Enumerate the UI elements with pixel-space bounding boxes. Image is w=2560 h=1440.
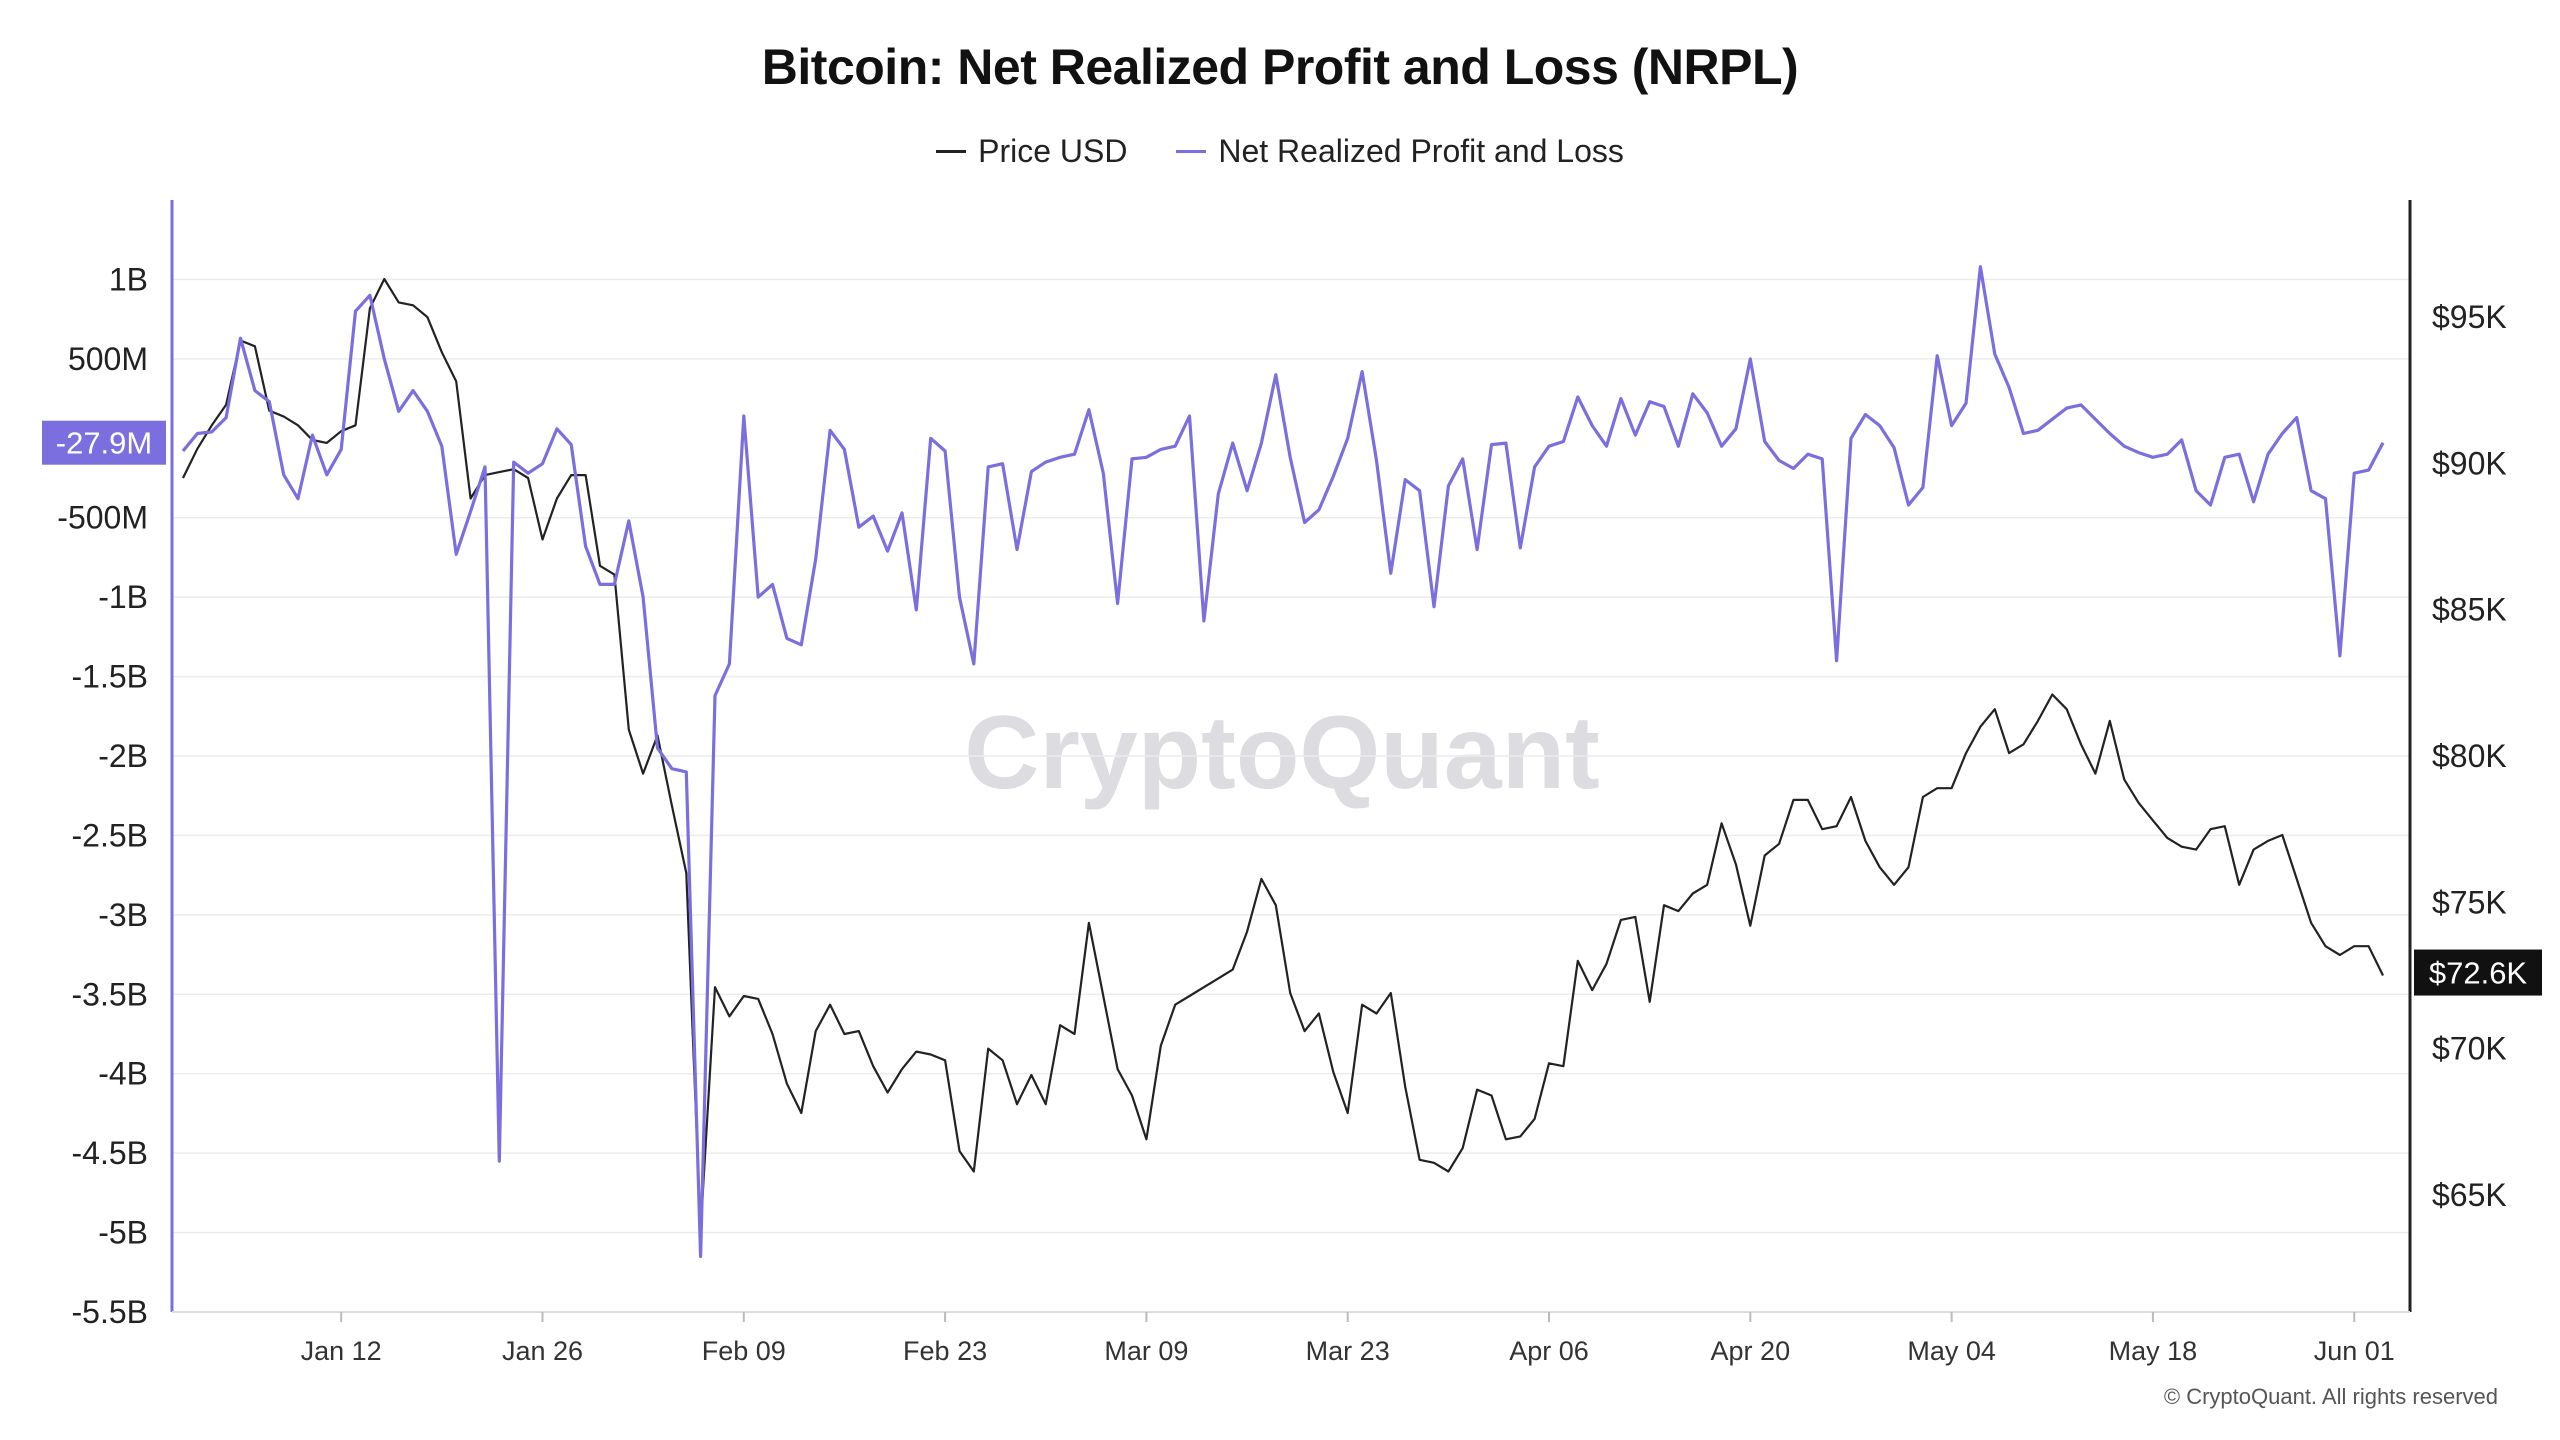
- x-tick-label: May 18: [2109, 1336, 2198, 1366]
- right-tick-label: $95K: [2432, 299, 2507, 335]
- x-tick-label: Feb 09: [702, 1336, 786, 1366]
- right-axis: $95K $90K $85K $80K $75K $70K $65K: [2432, 299, 2507, 1213]
- series-lines: [181, 265, 2385, 1259]
- right-current-label: $72.6K: [2429, 956, 2528, 991]
- legend-item-price[interactable]: Price USD: [936, 133, 1127, 170]
- right-tick-label: $65K: [2432, 1177, 2507, 1213]
- x-tick-label: Mar 23: [1306, 1336, 1390, 1366]
- price-series-line[interactable]: [182, 277, 2384, 1232]
- current-value-badges: -27.9M $72.6K: [42, 420, 2542, 996]
- legend-label-price: Price USD: [978, 133, 1128, 169]
- left-axis: 1B 500M -500M -1B -1.5B -2B -2.5B -3B -3.5B -4B -4…: [57, 261, 148, 1330]
- legend-swatch-price: [936, 150, 967, 153]
- x-tick-label: Jan 26: [502, 1336, 583, 1366]
- copyright: © CryptoQuant. All rights reserved: [2163, 1384, 2498, 1409]
- right-tick-label: $75K: [2432, 884, 2507, 920]
- right-tick-label: $70K: [2432, 1031, 2507, 1067]
- left-tick-label: 500M: [68, 341, 148, 377]
- legend-item-nrpl[interactable]: Net Realized Profit and Loss: [1176, 133, 1624, 170]
- right-tick-label: $90K: [2432, 445, 2507, 481]
- watermark: CryptoQuant: [964, 695, 1600, 811]
- left-tick-label: -1B: [98, 579, 148, 615]
- left-tick-label: -5.5B: [72, 1294, 148, 1330]
- x-tick-label: Mar 09: [1104, 1336, 1188, 1366]
- left-tick-label: -2.5B: [72, 817, 148, 853]
- x-tick-label: Jan 12: [301, 1336, 382, 1366]
- axes: [170, 200, 2412, 1313]
- chart-legend: Price USD Net Realized Profit and Loss: [0, 124, 2560, 170]
- x-tick-label: May 04: [1907, 1336, 1996, 1366]
- right-tick-label: $80K: [2432, 738, 2507, 774]
- x-axis: Jan 12 Jan 26 Feb 09 Feb 23 Mar 09 Mar 23 Apr …: [301, 1312, 2395, 1366]
- left-current-label: -27.9M: [56, 426, 152, 461]
- left-current-badge: [42, 420, 166, 465]
- nrpl-series-line[interactable]: [181, 265, 2385, 1259]
- left-tick-label: -4B: [98, 1056, 148, 1092]
- left-tick-label: -1.5B: [72, 659, 148, 695]
- legend-swatch-nrpl: [1176, 150, 1207, 153]
- right-current-badge: [2414, 949, 2542, 996]
- x-tick-label: Apr 06: [1509, 1336, 1589, 1366]
- x-tick-label: Feb 23: [903, 1336, 987, 1366]
- left-tick-label: -4.5B: [72, 1135, 148, 1171]
- x-tick-label: Jun 01: [2314, 1336, 2395, 1366]
- left-tick-label: -3.5B: [72, 976, 148, 1012]
- x-tick-label: Apr 20: [1711, 1336, 1791, 1366]
- left-tick-label: 1B: [109, 261, 148, 297]
- left-tick-label: -3B: [98, 897, 148, 933]
- left-tick-label: -2B: [98, 738, 148, 774]
- legend-label-nrpl: Net Realized Profit and Loss: [1218, 133, 1624, 169]
- left-tick-label: -500M: [57, 500, 148, 536]
- left-tick-label: -5B: [98, 1215, 148, 1251]
- chart-title: Bitcoin: Net Realized Profit and Loss (N…: [761, 39, 1799, 95]
- right-tick-label: $85K: [2432, 592, 2507, 628]
